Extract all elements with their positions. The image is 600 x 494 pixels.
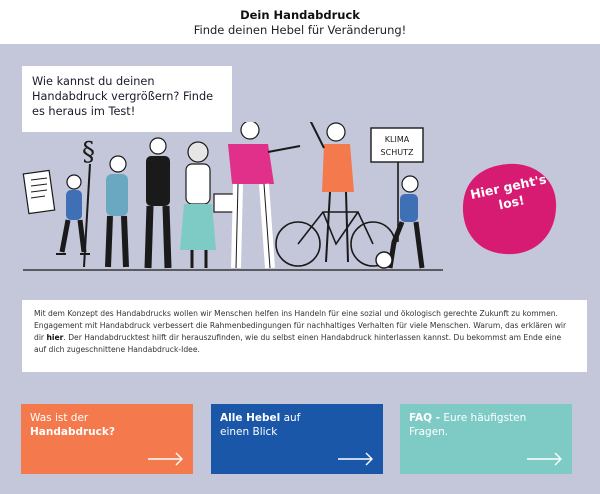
hero-section: Wie kannst du deinen Handabdruck vergröß…	[0, 44, 600, 494]
tile-faq[interactable]: FAQ - Eure häufigsten Fragen.	[400, 404, 572, 474]
tile3-bold: FAQ -	[409, 412, 441, 424]
info-text-box: Mit dem Konzept des Handabdrucks wollen …	[22, 300, 587, 372]
klimaschutz-sign: KLIMA SCHUTZ	[370, 127, 424, 242]
svg-text:KLIMA: KLIMA	[385, 135, 410, 144]
person-elder	[105, 155, 129, 268]
people-illustration: §	[22, 122, 443, 271]
question-box: Wie kannst du deinen Handabdruck vergröß…	[22, 66, 232, 132]
arrow-right-icon	[148, 452, 183, 466]
question-text: Wie kannst du deinen Handabdruck vergröß…	[32, 75, 214, 118]
tile2-bold: Alle Hebel	[220, 412, 281, 424]
page-header: Dein Handabdruck Finde deinen Hebel für …	[0, 0, 600, 44]
info-text-part1: Mit dem Konzept des Handabdrucks wollen …	[34, 309, 567, 342]
svg-text:SCHUTZ: SCHUTZ	[381, 148, 414, 157]
person-child-blue	[56, 174, 90, 255]
person-grandma	[180, 141, 237, 268]
tile-all-levers[interactable]: Alle Hebel auf einen Blick	[211, 404, 383, 474]
info-link-hier[interactable]: hier	[46, 333, 64, 342]
document-icon	[22, 169, 56, 215]
person-suit	[144, 137, 172, 269]
tile2-line2: einen Blick	[220, 426, 278, 438]
arrow-right-icon	[527, 452, 562, 466]
paragraph-staff: §	[82, 137, 95, 268]
person-child-ball	[375, 175, 425, 269]
tile1-bold: Handabdruck?	[30, 426, 115, 438]
tile-what-is-handabdruck[interactable]: Was ist der Handabdruck?	[21, 404, 193, 474]
page-title: Dein Handabdruck	[240, 8, 360, 22]
tile1-line1: Was ist der	[30, 412, 89, 424]
svg-text:§: §	[82, 137, 95, 167]
person-woman-orange	[309, 122, 354, 263]
person-woman-magenta	[228, 122, 301, 269]
tile3-rest: Eure häufigsten Fragen.	[409, 412, 527, 438]
info-text-part2: . Der Handabdrucktest hilft dir herauszu…	[34, 333, 562, 354]
start-test-button-bg[interactable]	[460, 162, 560, 257]
tile2-rest: auf	[280, 412, 301, 424]
arrow-right-icon	[338, 452, 373, 466]
page-subtitle: Finde deinen Hebel für Veränderung!	[193, 23, 407, 37]
